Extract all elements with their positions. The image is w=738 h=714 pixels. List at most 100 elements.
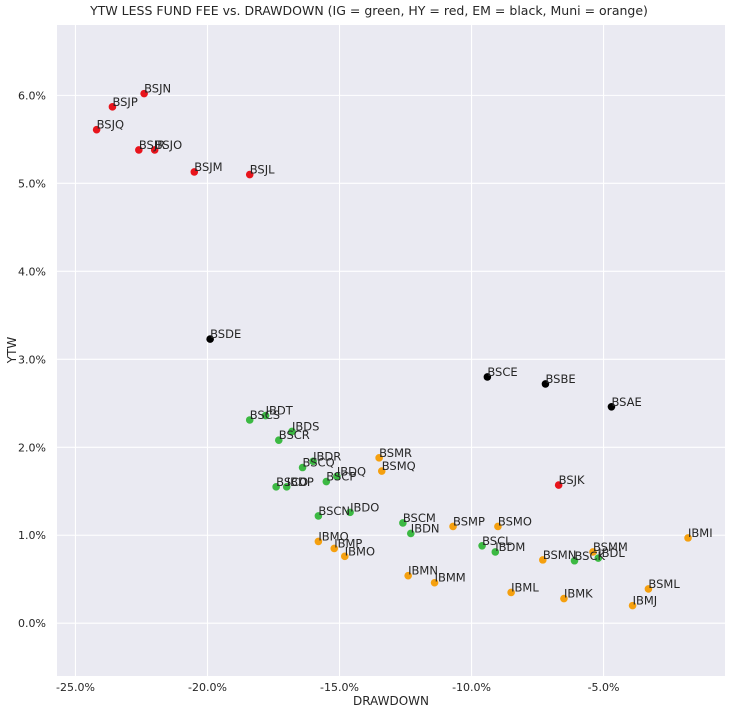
point-label-bsae: BSAE [611, 395, 641, 409]
x-axis-label: DRAWDOWN [353, 694, 429, 708]
data-point-bsck [570, 556, 579, 565]
data-point-bsjn [140, 89, 148, 98]
point-label-ibmo: IBMO [345, 544, 375, 558]
data-point-bsjp [108, 103, 117, 111]
point-label-bsjq: BSJQ [97, 118, 124, 132]
x-tick-label: -10.0% [452, 681, 491, 694]
point-label-bsmr: BSMR [379, 446, 412, 460]
y-tick-label: 5.0% [18, 177, 46, 190]
point-label-ibml: IBML [511, 580, 539, 594]
point-label-ibmi: IBMI [688, 526, 713, 540]
y-axis-label: YTW [5, 337, 19, 365]
data-point-bsjq [92, 125, 101, 134]
data-point-bscn [314, 512, 323, 520]
data-point-ibdp [282, 483, 291, 491]
data-point-ibmo [314, 537, 323, 546]
data-point-ibdm [491, 548, 500, 556]
data-point-bscl [478, 542, 486, 550]
data-point-ibmm [430, 578, 439, 587]
point-label-ibmo: IBMO [318, 529, 348, 543]
point-label-ibmj: IBMJ [633, 594, 658, 608]
point-label-bscr: BSCR [279, 428, 310, 442]
point-label-ibdo: IBDO [350, 500, 379, 514]
x-tick-label: -20.0% [188, 681, 227, 694]
point-label-ibmk: IBMK [564, 587, 593, 601]
data-point-ibmp [330, 544, 339, 553]
data-point-bsce [483, 373, 492, 381]
data-point-bsjo [150, 146, 159, 154]
data-point-ibdl [594, 554, 603, 562]
point-label-bscq: BSCQ [303, 456, 335, 470]
data-point-ibdq [333, 472, 341, 481]
data-point-bsml [644, 585, 653, 593]
point-label-bsjl: BSJL [250, 163, 275, 177]
data-point-ibmo [340, 552, 349, 561]
data-point-bscr [274, 436, 283, 445]
point-label-ibmn: IBMN [408, 564, 438, 578]
data-point-bsmo [494, 522, 502, 531]
point-label-bscm: BSCM [403, 511, 436, 525]
point-label-bsmq: BSMQ [382, 459, 416, 473]
data-point-bsae [607, 403, 616, 411]
point-label-bsbe: BSBE [545, 372, 575, 386]
point-label-bscn: BSCN [318, 504, 350, 518]
point-label-bsmp: BSMP [453, 514, 485, 528]
point-label-ibmp: IBMP [334, 536, 362, 550]
data-point-ibmj [628, 601, 637, 610]
point-label-bsml: BSML [648, 577, 680, 591]
y-axis-ticks: 0.0% 1.0% 2.0% 3.0% 4.0% 5.0% 6.0% [18, 89, 46, 630]
point-label-ibdp: IBDP [287, 475, 314, 489]
point-label-ibmm: IBMM [435, 571, 466, 585]
data-point-bsco [272, 483, 280, 491]
point-label-ibdq: IBDQ [337, 464, 366, 478]
point-label-bsjr: BSJR [139, 138, 165, 152]
point-label-bsde: BSDE [210, 327, 241, 341]
point-label-bsco: BSCO [276, 475, 308, 489]
data-point-bsbe [541, 380, 550, 388]
point-label-ibdr: IBDR [313, 449, 341, 463]
point-label-bscl: BSCL [482, 534, 512, 548]
x-tick-label: -5.0% [588, 681, 620, 694]
data-points [92, 89, 692, 610]
data-point-ibdo [346, 508, 354, 517]
y-tick-label: 3.0% [18, 353, 46, 366]
point-label-bsjn: BSJN [144, 82, 171, 96]
data-point-ibdr [309, 457, 317, 466]
data-point-ibmi [684, 534, 692, 542]
point-label-bsmo: BSMO [498, 514, 532, 528]
y-tick-label: 2.0% [18, 441, 46, 454]
data-point-bsjr [135, 146, 143, 154]
point-label-bsmm: BSMM [593, 540, 628, 554]
point-label-ibds: IBDS [292, 419, 319, 433]
y-tick-label: 1.0% [18, 529, 46, 542]
point-label-bsjm: BSJM [194, 160, 222, 174]
data-point-bsjk [554, 481, 563, 489]
y-tick-label: 0.0% [18, 617, 46, 630]
data-point-bscm [399, 519, 407, 527]
point-label-bsjp: BSJP [112, 95, 137, 109]
y-tick-label: 6.0% [18, 89, 46, 102]
data-point-bsmm [589, 548, 597, 556]
point-label-ibdt: IBDT [266, 404, 294, 418]
data-point-ibds [288, 427, 296, 436]
point-label-bsjk: BSJK [559, 473, 585, 487]
data-point-ibmk [560, 594, 568, 603]
point-label-bscp: BSCP [326, 470, 356, 484]
data-point-bsmq [377, 467, 386, 475]
data-point-bsmr [375, 454, 383, 462]
data-point-ibmn [404, 571, 412, 580]
plot-area [57, 25, 725, 676]
point-label-bscs: BSCS [250, 408, 280, 422]
data-point-ibdn [407, 529, 415, 538]
data-point-bsde [206, 335, 214, 343]
data-point-ibdt [261, 411, 270, 420]
chart-title: YTW LESS FUND FEE vs. DRAWDOWN (IG = gre… [89, 3, 648, 18]
point-label-bsmn: BSMN [543, 548, 577, 562]
point-label-bsjo: BSJO [155, 138, 182, 152]
x-tick-label: -15.0% [320, 681, 359, 694]
point-label-bsce: BSCE [487, 365, 517, 379]
point-label-ibdn: IBDN [411, 521, 440, 535]
